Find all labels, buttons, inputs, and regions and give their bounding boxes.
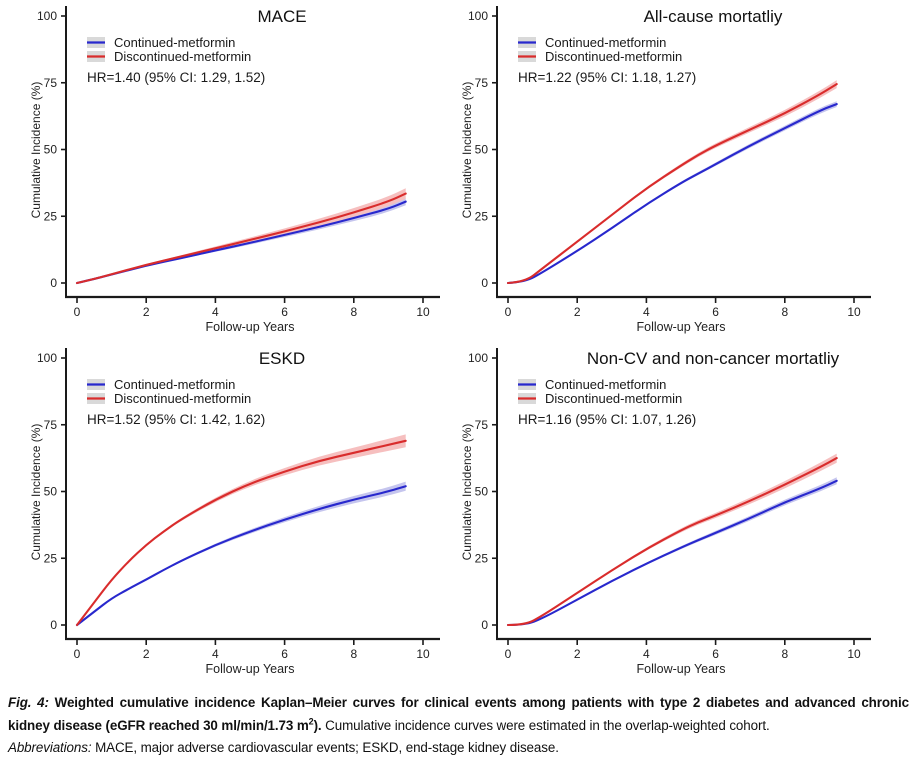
series-line-continued-metformin [506,479,838,627]
x-axis-title: Follow-up Years [206,320,295,334]
x-tick-label: 4 [643,647,650,661]
legend-label: Discontinued-metformin [114,391,251,406]
figure-caption: Fig. 4: Weighted cumulative incidence Ka… [0,684,919,760]
ci-band-discontinued [77,434,406,625]
x-tick-label: 4 [643,305,650,319]
caption-segment: Abbreviations: [8,740,92,756]
x-axis-title: Follow-up Years [637,320,726,334]
panel-title: MACE [257,7,306,26]
caption-segment: ). [313,717,326,733]
y-tick-label: 25 [475,551,489,565]
y-tick-label: 0 [50,276,57,290]
series-line-continued-metformin [75,485,407,627]
ci-band-discontinued [508,453,837,625]
caption-segment: Fig. 4: [8,695,55,710]
panel-title: Non-CV and non-cancer mortatliy [587,349,840,368]
y-tick-label: 25 [44,551,58,565]
ci-band-continued [77,481,406,625]
x-tick-label: 4 [212,647,219,661]
panel-title: All-cause mortatliy [644,7,783,26]
chart-panel-all-cause-mortality: 0 2 4 6 8 10 0 25 50 75 100 Follow-up Years Cumulati… [459,0,919,342]
y-tick-label: 75 [475,418,489,432]
x-tick-label: 6 [281,305,288,319]
x-tick-label: 6 [281,647,288,661]
caption-segment: 2 [308,716,314,727]
x-tick-label: 0 [505,305,512,319]
legend-label: Continued-metformin [114,377,235,392]
panel-title: ESKD [259,349,305,368]
caption-segment: Cumulative incidence curves were estimat… [325,717,770,733]
y-axis-title: Cumulative Incidence (%) [29,424,43,561]
x-axis-title: Follow-up Years [637,662,726,676]
charts-grid: 0 2 4 6 8 10 0 25 50 75 100 Follow-up Years Cumulati… [0,0,919,684]
x-tick-label: 4 [212,305,219,319]
y-tick-label: 50 [475,143,489,157]
x-tick-label: 0 [74,647,81,661]
chart-panel-non-cv-non-cancer-mortality: 0 2 4 6 8 10 0 25 50 75 100 Follow-up Years Cumulati… [459,342,919,684]
legend-label: Discontinued-metformin [545,391,682,406]
legend-label: Continued-metformin [545,377,666,392]
y-axis-title: Cumulative Incidence (%) [460,82,474,219]
hr-annotation: HR=1.40 (95% CI: 1.29, 1.52) [87,70,265,85]
x-tick-label: 0 [505,647,512,661]
legend-label: Continued-metformin [545,35,666,50]
ci-band-discontinued [77,188,406,283]
hr-annotation: HR=1.22 (95% CI: 1.18, 1.27) [518,70,696,85]
y-axis-title: Cumulative Incidence (%) [460,424,474,561]
series-line-discontinued-metformin [75,192,407,285]
y-axis-title: Cumulative Incidence (%) [29,82,43,219]
x-tick-label: 8 [350,647,357,661]
x-tick-label: 10 [416,647,430,661]
x-tick-label: 6 [712,647,719,661]
y-tick-label: 100 [468,351,488,365]
x-tick-label: 6 [712,305,719,319]
y-tick-label: 0 [50,618,57,632]
x-tick-label: 2 [143,305,150,319]
y-tick-label: 100 [37,351,57,365]
y-tick-label: 50 [44,143,58,157]
y-tick-label: 0 [481,618,488,632]
y-tick-label: 75 [44,418,58,432]
y-tick-label: 25 [44,209,58,223]
x-tick-label: 8 [781,647,788,661]
y-tick-label: 0 [481,276,488,290]
hr-annotation: HR=1.16 (95% CI: 1.07, 1.26) [518,412,696,427]
y-tick-label: 50 [475,485,489,499]
legend-label: Discontinued-metformin [545,49,682,64]
x-tick-label: 2 [574,647,581,661]
y-tick-label: 25 [475,209,489,223]
x-tick-label: 8 [350,305,357,319]
chart-panel-mace: 0 2 4 6 8 10 0 25 50 75 100 Follow-up Years Cumulati… [0,0,459,342]
series-line-discontinued-metformin [506,83,838,285]
y-tick-label: 75 [44,76,58,90]
x-axis-title: Follow-up Years [206,662,295,676]
hr-annotation: HR=1.52 (95% CI: 1.42, 1.62) [87,412,265,427]
caption-segment: Weighted cumulative incidence Kaplan–Mei… [8,695,909,733]
x-tick-label: 10 [847,305,861,319]
x-tick-label: 8 [781,305,788,319]
x-tick-label: 0 [74,305,81,319]
y-tick-label: 100 [468,9,488,23]
y-tick-label: 75 [475,76,489,90]
x-tick-label: 2 [574,305,581,319]
legend-label: Continued-metformin [114,35,235,50]
x-tick-label: 2 [143,647,150,661]
y-tick-label: 50 [44,485,58,499]
x-tick-label: 10 [847,647,861,661]
y-tick-label: 100 [37,9,57,23]
legend-label: Discontinued-metformin [114,49,251,64]
series-line-continued-metformin [506,103,838,285]
series-line-discontinued-metformin [75,439,407,627]
chart-panel-eskd: 0 2 4 6 8 10 0 25 50 75 100 Follow-up Years Cumulati… [0,342,459,684]
caption-segment: MACE, major adverse cardiovascular event… [91,740,559,756]
series-line-discontinued-metformin [506,457,838,627]
ci-band-discontinued [508,80,837,283]
x-tick-label: 10 [416,305,430,319]
